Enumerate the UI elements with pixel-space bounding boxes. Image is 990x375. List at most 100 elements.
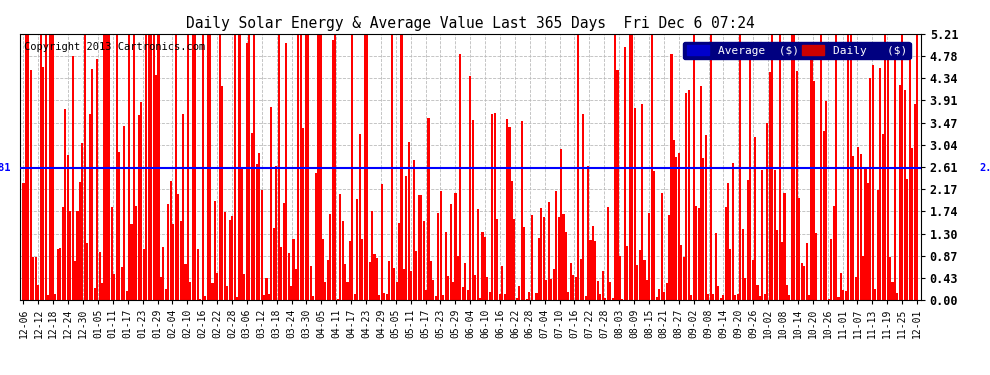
Bar	[594, 242, 597, 300]
Bar	[194, 34, 196, 300]
Bar	[133, 34, 135, 300]
Bar	[813, 81, 815, 300]
Bar	[462, 287, 464, 300]
Bar	[197, 249, 199, 300]
Bar	[378, 295, 380, 300]
Bar	[484, 237, 486, 300]
Legend: Average  ($), Daily   ($): Average ($), Daily ($)	[683, 42, 911, 59]
Bar	[622, 298, 624, 300]
Bar	[627, 246, 629, 300]
Bar	[825, 101, 828, 300]
Bar	[222, 86, 224, 300]
Bar	[312, 296, 314, 300]
Bar	[310, 266, 312, 300]
Bar	[398, 223, 400, 300]
Bar	[862, 256, 864, 300]
Bar	[481, 232, 483, 300]
Bar	[695, 206, 697, 300]
Bar	[771, 34, 773, 300]
Bar	[823, 132, 825, 300]
Bar	[445, 232, 446, 300]
Bar	[491, 114, 493, 300]
Bar	[840, 273, 842, 300]
Bar	[889, 257, 891, 300]
Bar	[648, 213, 650, 300]
Bar	[644, 260, 645, 300]
Bar	[45, 34, 47, 300]
Bar	[735, 295, 737, 300]
Bar	[617, 70, 619, 300]
Title: Daily Solar Energy & Average Value Last 365 Days  Fri Dec 6 07:24: Daily Solar Energy & Average Value Last …	[186, 16, 754, 31]
Bar	[353, 294, 356, 300]
Bar	[614, 34, 616, 300]
Bar	[776, 230, 778, 300]
Bar	[136, 206, 138, 300]
Bar	[433, 280, 435, 300]
Bar	[693, 34, 695, 300]
Bar	[332, 39, 334, 300]
Bar	[440, 191, 442, 300]
Bar	[688, 90, 690, 300]
Bar	[25, 34, 27, 300]
Bar	[118, 152, 120, 300]
Bar	[131, 224, 133, 300]
Bar	[514, 219, 516, 300]
Bar	[523, 227, 526, 300]
Bar	[348, 242, 351, 300]
Bar	[864, 169, 866, 300]
Bar	[452, 282, 454, 300]
Bar	[408, 142, 410, 300]
Bar	[410, 270, 413, 300]
Bar	[290, 286, 292, 300]
Bar	[665, 283, 667, 300]
Bar	[138, 116, 140, 300]
Bar	[371, 211, 373, 300]
Bar	[86, 243, 88, 300]
Bar	[212, 283, 214, 300]
Bar	[263, 295, 265, 300]
Bar	[901, 34, 903, 300]
Bar	[152, 34, 154, 300]
Bar	[538, 238, 540, 300]
Bar	[368, 262, 370, 300]
Bar	[720, 298, 722, 300]
Bar	[642, 104, 644, 300]
Bar	[187, 34, 189, 300]
Bar	[361, 239, 363, 300]
Bar	[560, 149, 562, 300]
Bar	[599, 294, 601, 300]
Bar	[645, 280, 648, 300]
Bar	[597, 281, 599, 300]
Bar	[325, 282, 327, 300]
Bar	[835, 34, 838, 300]
Bar	[877, 189, 879, 300]
Bar	[167, 204, 169, 300]
Bar	[678, 153, 680, 300]
Bar	[528, 292, 531, 300]
Bar	[668, 215, 670, 300]
Bar	[182, 114, 184, 300]
Bar	[587, 166, 589, 300]
Bar	[580, 259, 582, 300]
Bar	[420, 195, 422, 300]
Bar	[47, 295, 50, 300]
Bar	[84, 34, 86, 300]
Bar	[244, 274, 246, 300]
Bar	[541, 208, 543, 300]
Bar	[526, 299, 528, 300]
Bar	[219, 34, 221, 300]
Bar	[179, 221, 181, 300]
Bar	[746, 180, 748, 300]
Bar	[466, 290, 469, 300]
Bar	[351, 34, 353, 300]
Bar	[255, 164, 257, 300]
Bar	[376, 258, 378, 300]
Bar	[192, 34, 194, 300]
Bar	[536, 294, 538, 300]
Bar	[712, 294, 715, 300]
Bar	[637, 265, 639, 300]
Bar	[732, 164, 734, 300]
Bar	[199, 299, 201, 300]
Bar	[660, 193, 662, 300]
Bar	[830, 240, 833, 300]
